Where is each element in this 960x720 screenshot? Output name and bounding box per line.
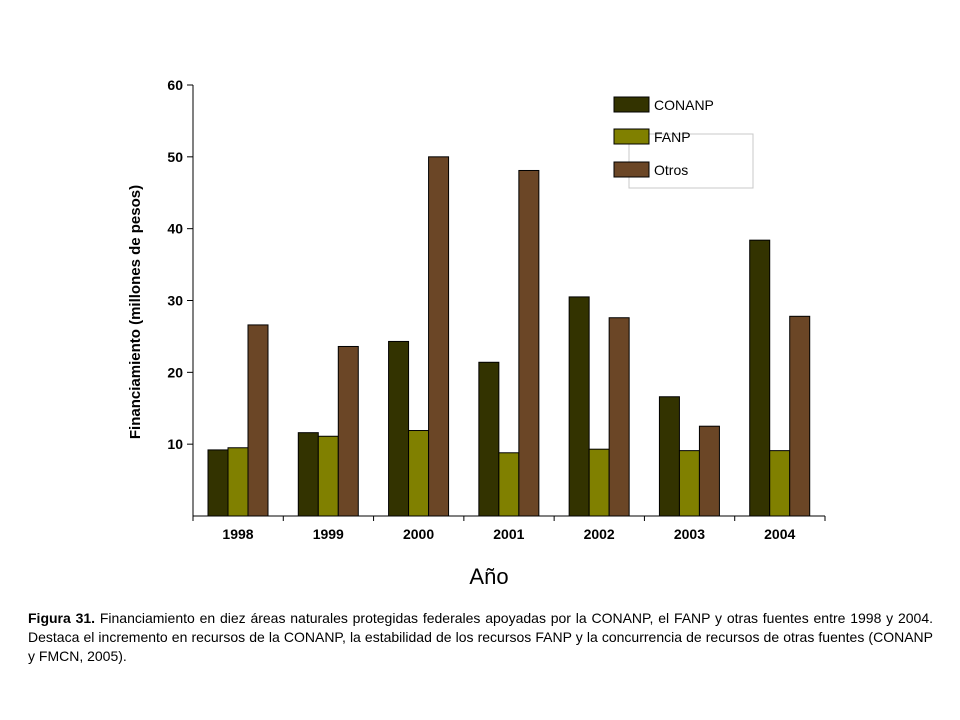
- y-tick-label: 20: [167, 364, 183, 380]
- bar-fanp-1998: [227, 447, 249, 517]
- bar-conanp-2001: [478, 361, 500, 517]
- bar-otros-2003: [698, 425, 720, 517]
- legend: CONANP FANP Otros: [613, 96, 754, 189]
- figure-caption: Figura 31. Financiamiento en diez áreas …: [28, 609, 933, 666]
- legend-label-otros: Otros: [654, 162, 688, 178]
- x-tick-label: 1998: [222, 526, 253, 542]
- bar-otros-1998: [247, 324, 269, 517]
- bar-otros-2001: [518, 169, 540, 517]
- legend-swatch-conanp: [613, 96, 650, 113]
- tick-labels-layer: 10 20 30 40 50 60 1998 1999 2000 2001 2002 2003 2004: [167, 77, 795, 542]
- bar-fanp-2000: [408, 430, 430, 517]
- caption-text: Financiamiento en diez áreas naturales p…: [28, 610, 933, 664]
- x-tick-label: 2004: [764, 526, 795, 542]
- y-tick-label: 10: [167, 436, 183, 452]
- bar-fanp-2002: [588, 448, 610, 517]
- caption-label: Figura 31.: [28, 610, 96, 626]
- legend-swatch-fanp: [613, 128, 650, 145]
- x-tick-label: 1999: [313, 526, 344, 542]
- bar-conanp-2003: [658, 396, 680, 517]
- y-axis-title: Financiamiento (millones de pesos): [127, 185, 144, 439]
- y-tick-label: 50: [167, 149, 183, 165]
- y-tick-label: 40: [167, 221, 183, 237]
- x-tick-label: 2000: [403, 526, 434, 542]
- bar-fanp-2004: [769, 450, 791, 517]
- bar-conanp-2002: [568, 296, 590, 517]
- x-tick-label: 2001: [493, 526, 524, 542]
- legend-label-conanp: CONANP: [654, 97, 714, 113]
- axes-layer: [187, 84, 826, 521]
- bar-conanp-2004: [749, 239, 771, 517]
- bars-layer: [207, 156, 811, 517]
- bar-conanp-2000: [388, 340, 410, 517]
- bar-fanp-2001: [498, 452, 520, 517]
- bar-fanp-2003: [678, 450, 700, 517]
- x-tick-label: 2002: [584, 526, 615, 542]
- legend-label-fanp: FANP: [654, 129, 691, 145]
- legend-swatch-otros: [613, 161, 650, 178]
- bar-otros-2000: [428, 156, 450, 517]
- y-tick-label: 60: [167, 77, 183, 93]
- bar-otros-2004: [789, 315, 811, 517]
- bar-otros-2002: [608, 317, 630, 517]
- bar-chart: 10 20 30 40 50 60 1998 1999 2000 2001 2002 2003 2004…: [127, 77, 826, 589]
- legend-frame: [628, 133, 754, 189]
- y-tick-label: 30: [167, 293, 183, 309]
- bar-fanp-1999: [317, 435, 339, 517]
- bar-conanp-1999: [297, 432, 319, 517]
- x-tick-label: 2003: [674, 526, 705, 542]
- x-axis-title: Año: [469, 564, 508, 589]
- bar-otros-1999: [337, 345, 359, 517]
- bar-conanp-1998: [207, 449, 229, 517]
